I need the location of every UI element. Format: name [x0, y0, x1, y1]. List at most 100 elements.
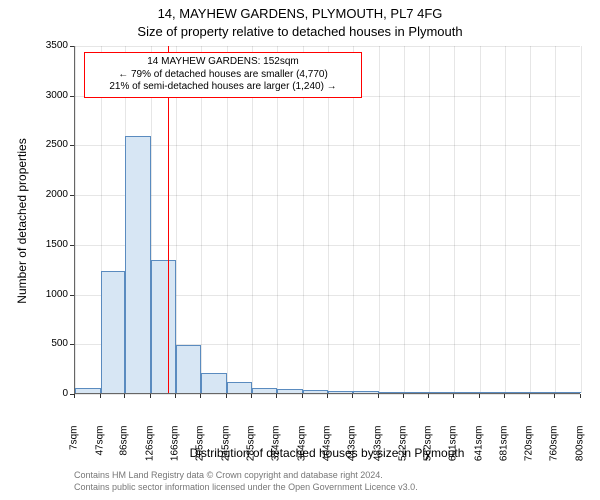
- histogram-bar: [227, 382, 253, 393]
- y-tick-label: 1500: [34, 239, 68, 250]
- x-tick-label: 205sqm: [195, 426, 206, 472]
- histogram-bar: [454, 392, 480, 393]
- gridline-vertical: [201, 46, 202, 393]
- gridline-vertical: [328, 46, 329, 393]
- footer-line1: Contains HM Land Registry data © Crown c…: [74, 470, 418, 482]
- gridline-vertical: [581, 46, 582, 393]
- x-tick-label: 760sqm: [549, 426, 560, 472]
- y-tick-label: 2500: [34, 139, 68, 150]
- x-tick-label: 285sqm: [246, 426, 257, 472]
- annotation-line1: 14 MAYHEW GARDENS: 152sqm: [89, 56, 357, 69]
- y-tick-mark: [70, 46, 74, 47]
- x-tick-label: 720sqm: [523, 426, 534, 472]
- histogram-bar: [75, 388, 101, 393]
- histogram-bar: [328, 391, 353, 393]
- x-tick-mark: [200, 394, 201, 398]
- x-tick-mark: [403, 394, 404, 398]
- histogram-bar: [151, 260, 177, 393]
- x-tick-label: 404sqm: [322, 426, 333, 472]
- gridline-vertical: [480, 46, 481, 393]
- x-tick-label: 601sqm: [448, 426, 459, 472]
- x-tick-label: 800sqm: [575, 426, 586, 472]
- y-tick-mark: [70, 245, 74, 246]
- x-tick-label: 364sqm: [296, 426, 307, 472]
- x-tick-mark: [352, 394, 353, 398]
- x-tick-mark: [428, 394, 429, 398]
- annotation-line3: 21% of semi-detached houses are larger (…: [89, 81, 357, 94]
- histogram-bar: [303, 390, 329, 393]
- gridline-vertical: [530, 46, 531, 393]
- x-tick-mark: [479, 394, 480, 398]
- histogram-bar: [404, 392, 430, 393]
- x-tick-label: 562sqm: [423, 426, 434, 472]
- x-tick-label: 324sqm: [271, 426, 282, 472]
- x-tick-mark: [251, 394, 252, 398]
- y-tick-label: 0: [34, 388, 68, 399]
- chart-title-line2: Size of property relative to detached ho…: [0, 24, 600, 39]
- histogram-bar: [530, 392, 556, 393]
- annotation-line2: ← 79% of detached houses are smaller (4,…: [89, 69, 357, 82]
- x-tick-label: 483sqm: [372, 426, 383, 472]
- x-tick-mark: [504, 394, 505, 398]
- footer-line2: Contains public sector information licen…: [74, 482, 418, 494]
- y-tick-mark: [70, 344, 74, 345]
- x-tick-mark: [302, 394, 303, 398]
- x-tick-label: 522sqm: [397, 426, 408, 472]
- x-tick-mark: [150, 394, 151, 398]
- x-tick-mark: [580, 394, 581, 398]
- histogram-bar: [555, 392, 581, 393]
- x-tick-mark: [276, 394, 277, 398]
- x-tick-mark: [226, 394, 227, 398]
- chart-title-line1: 14, MAYHEW GARDENS, PLYMOUTH, PL7 4FG: [0, 6, 600, 21]
- y-tick-mark: [70, 145, 74, 146]
- x-tick-label: 86sqm: [119, 426, 130, 472]
- histogram-bar: [176, 345, 201, 393]
- gridline-vertical: [277, 46, 278, 393]
- histogram-bar: [429, 392, 454, 393]
- gridline-vertical: [252, 46, 253, 393]
- x-tick-label: 47sqm: [94, 426, 105, 472]
- x-tick-label: 245sqm: [220, 426, 231, 472]
- gridline-vertical: [379, 46, 380, 393]
- histogram-bar: [101, 271, 126, 393]
- histogram-bar: [277, 389, 303, 393]
- histogram-bar: [125, 136, 151, 393]
- reference-line: [168, 46, 169, 393]
- x-tick-label: 681sqm: [499, 426, 510, 472]
- x-tick-mark: [378, 394, 379, 398]
- histogram-bar: [379, 392, 404, 393]
- y-tick-mark: [70, 295, 74, 296]
- annotation-box: 14 MAYHEW GARDENS: 152sqm ← 79% of detac…: [84, 52, 362, 98]
- gridline-vertical: [505, 46, 506, 393]
- x-tick-label: 166sqm: [170, 426, 181, 472]
- y-tick-label: 3500: [34, 40, 68, 51]
- x-tick-mark: [327, 394, 328, 398]
- y-axis-label: Number of detached properties: [15, 47, 29, 395]
- gridline-vertical: [353, 46, 354, 393]
- histogram-bar: [252, 388, 277, 393]
- x-tick-mark: [529, 394, 530, 398]
- x-tick-mark: [100, 394, 101, 398]
- y-tick-label: 3000: [34, 90, 68, 101]
- x-tick-mark: [74, 394, 75, 398]
- x-tick-mark: [453, 394, 454, 398]
- x-tick-mark: [554, 394, 555, 398]
- gridline-vertical: [227, 46, 228, 393]
- gridline-vertical: [75, 46, 76, 393]
- x-tick-mark: [124, 394, 125, 398]
- footer-attribution: Contains HM Land Registry data © Crown c…: [74, 470, 418, 493]
- x-tick-label: 443sqm: [347, 426, 358, 472]
- gridline-vertical: [176, 46, 177, 393]
- gridline-vertical: [555, 46, 556, 393]
- y-tick-label: 500: [34, 338, 68, 349]
- plot-area: [74, 46, 580, 394]
- y-tick-mark: [70, 96, 74, 97]
- y-tick-label: 1000: [34, 289, 68, 300]
- y-tick-label: 2000: [34, 189, 68, 200]
- histogram-bar: [353, 391, 379, 393]
- chart-container: 14, MAYHEW GARDENS, PLYMOUTH, PL7 4FG Si…: [0, 0, 600, 500]
- histogram-bar: [505, 392, 530, 393]
- histogram-bar: [480, 392, 506, 393]
- x-tick-label: 7sqm: [69, 426, 80, 472]
- gridline-vertical: [454, 46, 455, 393]
